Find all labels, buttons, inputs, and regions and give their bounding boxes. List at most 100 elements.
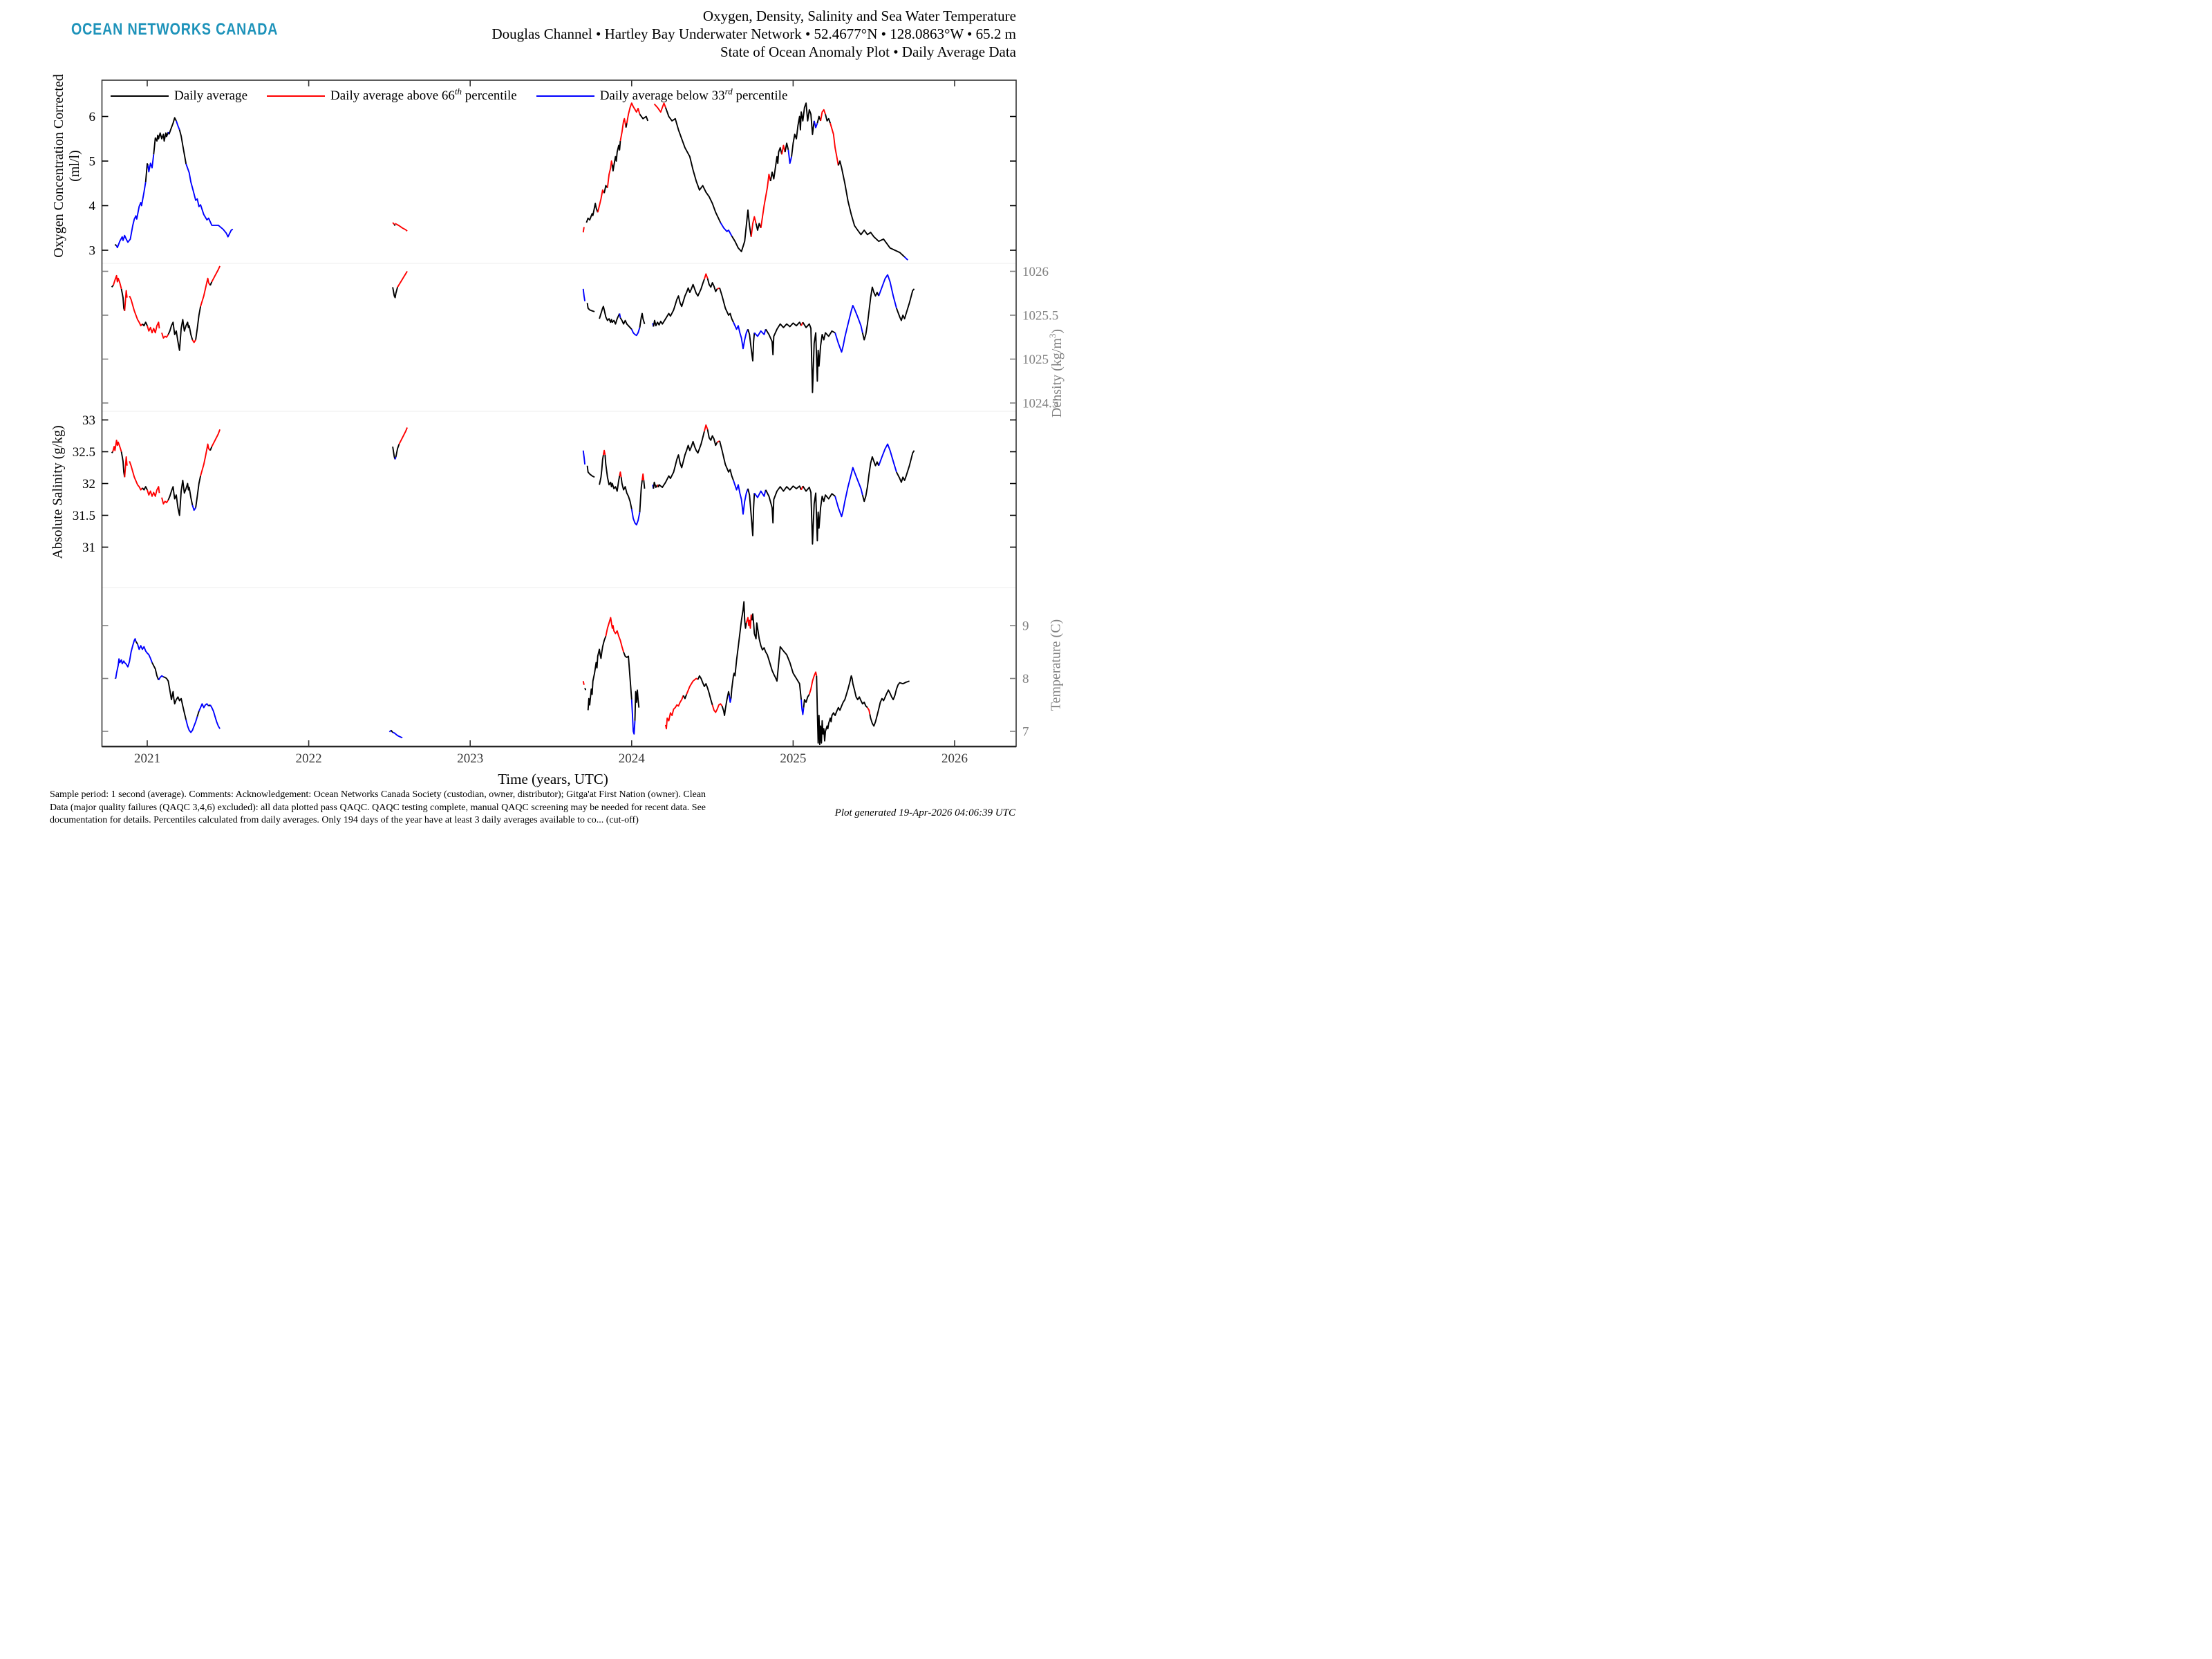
salinity-series-k bbox=[657, 431, 705, 488]
temperature-series-k bbox=[135, 641, 138, 645]
temperature-series-b bbox=[115, 638, 137, 679]
oxygen-series-r bbox=[653, 102, 666, 113]
x-tick-label: 2021 bbox=[134, 751, 160, 766]
density-series-r bbox=[211, 265, 221, 283]
temperature-series-r bbox=[867, 707, 871, 715]
oxygen-series-b bbox=[720, 222, 733, 236]
salinity-series-b bbox=[582, 450, 586, 465]
oxygen-series-k bbox=[791, 102, 815, 157]
oxygen-tick-label: 4 bbox=[89, 199, 96, 214]
oxygen-series-k bbox=[393, 224, 396, 227]
salinity-series-k bbox=[120, 451, 126, 478]
salinity-series-b bbox=[753, 489, 767, 498]
temperature-series-b bbox=[158, 675, 164, 681]
salinity-series-k bbox=[142, 486, 148, 491]
oxygen-series-k bbox=[755, 223, 762, 231]
density-series-k bbox=[765, 321, 802, 356]
density-series-k bbox=[619, 317, 632, 330]
salinity-series-k bbox=[896, 450, 915, 483]
density-series-b bbox=[753, 329, 767, 337]
x-tick-label: 2022 bbox=[296, 751, 322, 766]
oxygen-series-k bbox=[114, 243, 118, 247]
density-series-r bbox=[129, 295, 143, 327]
temperature-series-r bbox=[711, 703, 723, 713]
temperature-series-r bbox=[745, 614, 753, 629]
oxygen-series-r bbox=[830, 122, 839, 166]
density-series-r bbox=[112, 274, 122, 290]
density-series-r bbox=[124, 290, 128, 311]
oxygen-series-r bbox=[781, 144, 786, 155]
salinity-series-b bbox=[834, 467, 863, 518]
salinity-series-k bbox=[209, 446, 213, 451]
footer-caption-line-2: Data (major quality failures (QAQC 3,4,6… bbox=[50, 802, 706, 813]
oxygen-series-k bbox=[665, 107, 722, 223]
oxygen-series-r bbox=[395, 223, 408, 232]
temperature-series-k bbox=[803, 693, 810, 708]
temperature-series-k bbox=[869, 680, 910, 727]
salinity-series-k bbox=[620, 477, 632, 509]
oxygen-series-b bbox=[115, 182, 147, 249]
salinity-series-k bbox=[765, 485, 802, 524]
legend-item-daily: Daily average bbox=[111, 88, 247, 104]
salinity-series-k bbox=[747, 488, 756, 536]
temperature-series-b bbox=[198, 703, 209, 712]
salinity-series-k bbox=[604, 455, 621, 492]
oxygen-series-k bbox=[639, 113, 649, 122]
density-series-k bbox=[802, 321, 836, 393]
density-series-k bbox=[639, 312, 646, 328]
temperature-series-k bbox=[390, 729, 393, 733]
density-series-b bbox=[582, 288, 586, 301]
salinity-series-k bbox=[195, 476, 202, 508]
legend-label-daily: Daily average bbox=[174, 88, 248, 103]
density-tick-label: 1024.5 bbox=[1022, 397, 1058, 411]
salinity-series-r bbox=[619, 471, 622, 478]
temperature-series-b bbox=[800, 700, 805, 715]
salinity-series-k bbox=[861, 456, 880, 503]
salinity-series-k bbox=[802, 485, 836, 545]
salinity-series-r bbox=[641, 473, 645, 481]
density-tick-label: 1025.5 bbox=[1022, 309, 1058, 324]
salinity-series-r bbox=[161, 497, 169, 505]
temperature-series-b bbox=[630, 700, 636, 735]
oxygen-series-k bbox=[769, 147, 782, 182]
oxygen-series-r bbox=[619, 118, 627, 142]
density-series-b bbox=[834, 305, 863, 353]
temperature-tick-label: 8 bbox=[1022, 672, 1029, 686]
x-tick-label: 2026 bbox=[941, 751, 968, 766]
temperature-series-b bbox=[729, 695, 732, 703]
oxygen-series-k bbox=[825, 114, 831, 124]
temperature-series-k bbox=[634, 689, 640, 721]
density-series-k bbox=[111, 285, 114, 288]
temperature-series-k bbox=[196, 711, 200, 717]
temperature-tick-label: 7 bbox=[1022, 725, 1029, 740]
temperature-series-r bbox=[582, 681, 585, 685]
oxygen-series-b bbox=[185, 163, 234, 238]
temperature-tick-label: 9 bbox=[1022, 619, 1029, 634]
x-tick-label: 2023 bbox=[457, 751, 483, 766]
salinity-series-k bbox=[392, 446, 396, 460]
oxygen-series-r bbox=[626, 102, 641, 124]
temperature-series-b bbox=[185, 716, 198, 733]
temperature-series-k bbox=[587, 635, 607, 711]
salinity-series-k bbox=[167, 479, 194, 516]
title-line-1: Oxygen, Density, Salinity and Sea Water … bbox=[702, 8, 1016, 24]
temperature-series-b bbox=[137, 644, 153, 663]
title-line-2: Douglas Channel • Hartley Bay Underwater… bbox=[491, 26, 1016, 42]
oxygen-series-k bbox=[178, 129, 187, 165]
density-series-r bbox=[147, 321, 160, 334]
density-series-k bbox=[195, 306, 202, 340]
density-series-k bbox=[392, 287, 399, 299]
oxygen-series-k bbox=[153, 131, 169, 155]
oxygen-series-k bbox=[585, 203, 599, 223]
salinity-tick-label: 31 bbox=[82, 541, 95, 555]
salinity-series-k bbox=[586, 465, 595, 478]
oxygen-series-k bbox=[837, 160, 906, 258]
temperature-series-b bbox=[392, 731, 403, 739]
salinity-series-k bbox=[719, 440, 734, 481]
salinity-series-k bbox=[599, 454, 604, 485]
salinity-tick-label: 32.5 bbox=[73, 445, 95, 460]
density-series-r bbox=[161, 332, 169, 339]
ocean-anomaly-plot-page: OCEAN NETWORKS CANADA Oxygen, Density, S… bbox=[0, 0, 1106, 830]
oxygen-series-r bbox=[820, 109, 826, 122]
oxygen-series-k bbox=[625, 123, 628, 128]
